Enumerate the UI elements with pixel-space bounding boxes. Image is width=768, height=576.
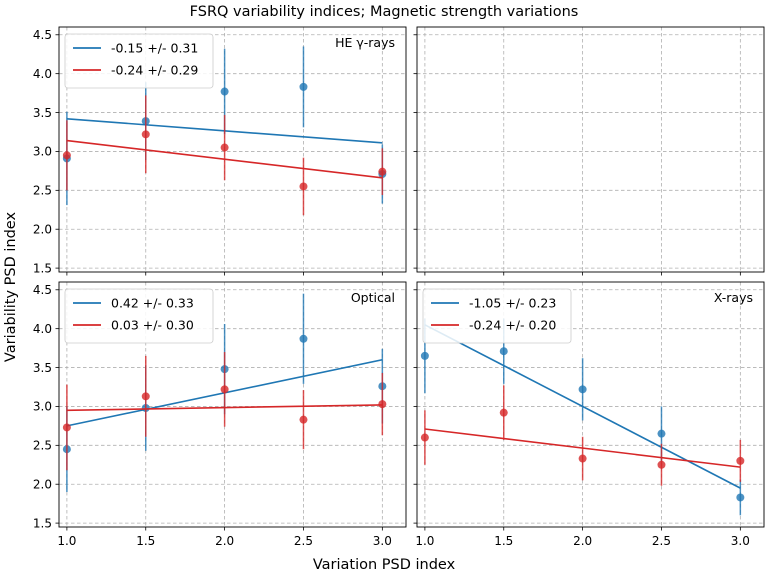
x-tick-label: 2.0 [215,534,234,548]
y-tick-label: 3.5 [33,361,52,375]
data-point [657,429,666,438]
data-point [378,167,387,176]
x-tick-label: 1.0 [57,534,76,548]
data-point [657,460,666,469]
x-tick-label: 3.0 [373,534,392,548]
x-tick-label: 2.0 [573,534,592,548]
legend-label: -1.05 +/- 0.23 [469,296,556,311]
y-tick-label: 3.5 [33,106,52,120]
panel-label: HE γ-rays [335,35,395,50]
data-point [62,423,71,432]
y-tick-label: 1.5 [33,261,52,275]
fit-line [424,428,741,468]
axes-frame [58,281,407,528]
x-tick-label: 1.5 [136,534,155,548]
data-point [220,87,229,96]
y-tick-label: 2.0 [33,478,52,492]
axes-frame [58,26,407,273]
panel-label: X-rays [714,290,753,305]
y-tick-label: 2.5 [33,439,52,453]
y-tick-label: 4.5 [33,28,52,42]
panel-label: Optical [351,290,395,305]
data-point [578,385,587,394]
panel-top-right [413,26,765,276]
series-d62728 [62,352,387,471]
x-tick-label: 1.5 [494,534,513,548]
data-point [141,392,150,401]
axes-frame [416,26,765,273]
y-tick-label: 3.0 [33,400,52,414]
axes-frame [416,281,765,528]
legend-frame [422,288,572,344]
y-tick-label: 3.0 [33,145,52,159]
legend-frame [64,288,214,344]
x-tick-label: 3.0 [731,534,750,548]
data-point [499,408,508,417]
fit-line [66,404,383,412]
panel-top-left: 1.5 2.0 2.5 3.0 3.5 4.0 4.5 HE γ-rays -0.15 +/- … [33,26,407,276]
x-tick-label: 1.0 [415,534,434,548]
x-axis-label: Variation PSD index [313,557,456,573]
y-tick-label: 2.0 [33,223,52,237]
data-point [420,351,429,360]
legend: 0.42 +/- 0.33 0.03 +/- 0.30 [64,288,214,344]
legend-label: 0.03 +/- 0.30 [111,318,194,333]
data-point [62,151,71,160]
data-point [736,493,745,502]
data-point [378,400,387,409]
data-point [141,130,150,139]
legend-label: -0.15 +/- 0.31 [111,41,198,56]
data-point [499,347,508,356]
y-tick-label: 4.5 [33,283,52,297]
data-point [299,182,308,191]
data-point [578,454,587,463]
y-tick-label: 2.5 [33,184,52,198]
legend-label: 0.42 +/- 0.33 [111,296,194,311]
legend-label: -0.24 +/- 0.29 [111,63,198,78]
panel-bottom-left: 1.5 2.0 2.5 3.0 3.5 4.0 4.5 1.0 1.5 2.0 2.5 3.0 Opti… [33,281,407,548]
data-point [299,415,308,424]
panel-data [62,293,387,492]
figure-title: FSRQ variability indices; Magnetic stren… [190,4,579,20]
y-axis-label: Variability PSD index [3,212,19,363]
y-tick-label: 1.5 [33,516,52,530]
series-d62728 [62,95,387,216]
x-tick-label: 2.5 [652,534,671,548]
data-point [220,143,229,152]
panels: 1.5 2.0 2.5 3.0 3.5 4.0 4.5 HE γ-rays -0.15 +/- … [33,26,765,548]
legend: -0.15 +/- 0.31 -0.24 +/- 0.29 [64,33,214,89]
y-tick-label: 4.0 [33,67,52,81]
series-d62728 [420,385,745,486]
data-point [736,456,745,465]
data-point [299,82,308,91]
fit-line [66,139,383,179]
data-point [220,385,229,394]
panel-bottom-right: 1.0 1.5 2.0 2.5 3.0 X-rays -1.05 +/- 0.23 -0.24… [413,281,765,548]
y-tick-label: 4.0 [33,322,52,336]
legend-frame [64,33,214,89]
legend-label: -0.24 +/- 0.20 [469,318,556,333]
data-point [299,334,308,343]
x-tick-label: 2.5 [294,534,313,548]
legend: -1.05 +/- 0.23 -0.24 +/- 0.20 [422,288,572,344]
data-point [420,433,429,442]
panel-data [62,46,387,216]
